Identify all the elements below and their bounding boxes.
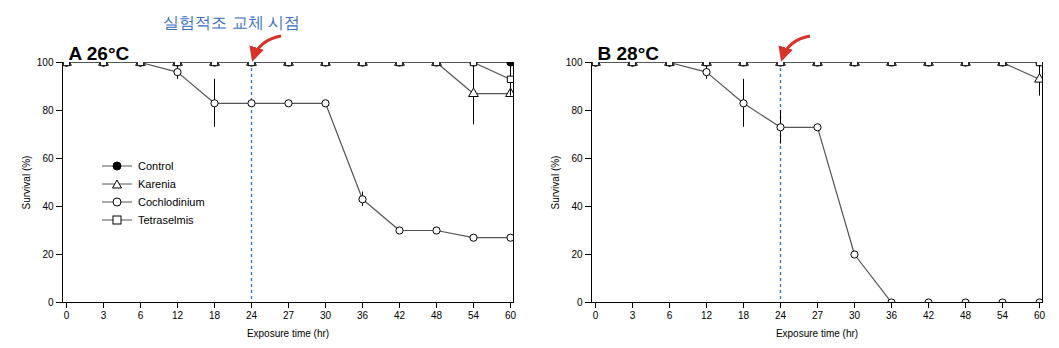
svg-text:6: 6 bbox=[667, 310, 673, 321]
svg-text:42: 42 bbox=[394, 310, 406, 321]
svg-text:27: 27 bbox=[812, 310, 824, 321]
html-text:Karenia: Karenia bbox=[138, 178, 176, 190]
svg-text:54: 54 bbox=[997, 310, 1009, 321]
svg-text:42: 42 bbox=[923, 310, 935, 321]
svg-text:60: 60 bbox=[1034, 310, 1046, 321]
svg-text:54: 54 bbox=[468, 310, 480, 321]
svg-text:36: 36 bbox=[357, 310, 369, 321]
svg-text:12: 12 bbox=[172, 310, 184, 321]
svg-text:30: 30 bbox=[320, 310, 332, 321]
svg-text:80: 80 bbox=[571, 105, 583, 116]
svg-text:27: 27 bbox=[283, 310, 295, 321]
html-text:Tetraselmis: Tetraselmis bbox=[138, 214, 194, 226]
html-text:Cochlodinium: Cochlodinium bbox=[138, 196, 205, 208]
svg-text:Survival (%): Survival (%) bbox=[550, 156, 561, 210]
svg-text:3: 3 bbox=[101, 310, 107, 321]
svg-text:24: 24 bbox=[246, 310, 258, 321]
svg-text:A 26°C: A 26°C bbox=[69, 43, 130, 64]
svg-text:Survival (%): Survival (%) bbox=[21, 156, 32, 210]
svg-text:60: 60 bbox=[42, 153, 54, 164]
svg-text:24: 24 bbox=[775, 310, 787, 321]
svg-text:B 28°C: B 28°C bbox=[598, 43, 660, 64]
svg-text:12: 12 bbox=[701, 310, 713, 321]
svg-text:18: 18 bbox=[209, 310, 221, 321]
svg-text:0: 0 bbox=[577, 297, 583, 308]
svg-text:60: 60 bbox=[571, 153, 583, 164]
svg-text:실험적조 교체 시점: 실험적조 교체 시점 bbox=[163, 14, 300, 31]
svg-text:48: 48 bbox=[960, 310, 972, 321]
svg-text:80: 80 bbox=[42, 105, 54, 116]
svg-text:Exposure time (hr): Exposure time (hr) bbox=[247, 328, 329, 339]
svg-text:18: 18 bbox=[738, 310, 750, 321]
svg-text:6: 6 bbox=[138, 310, 144, 321]
svg-text:40: 40 bbox=[42, 201, 54, 212]
svg-text:0: 0 bbox=[64, 310, 70, 321]
svg-text:40: 40 bbox=[571, 201, 583, 212]
svg-text:48: 48 bbox=[431, 310, 443, 321]
svg-text:36: 36 bbox=[886, 310, 898, 321]
svg-text:100: 100 bbox=[37, 57, 54, 68]
svg-text:30: 30 bbox=[849, 310, 861, 321]
svg-text:Exposure time (hr): Exposure time (hr) bbox=[776, 328, 858, 339]
svg-text:3: 3 bbox=[630, 310, 636, 321]
svg-text:20: 20 bbox=[571, 249, 583, 260]
svg-text:0: 0 bbox=[593, 310, 599, 321]
html-text:Control: Control bbox=[138, 160, 174, 172]
svg-text:20: 20 bbox=[42, 249, 54, 260]
svg-text:0: 0 bbox=[48, 297, 54, 308]
svg-text:60: 60 bbox=[505, 310, 517, 321]
svg-text:100: 100 bbox=[566, 57, 583, 68]
